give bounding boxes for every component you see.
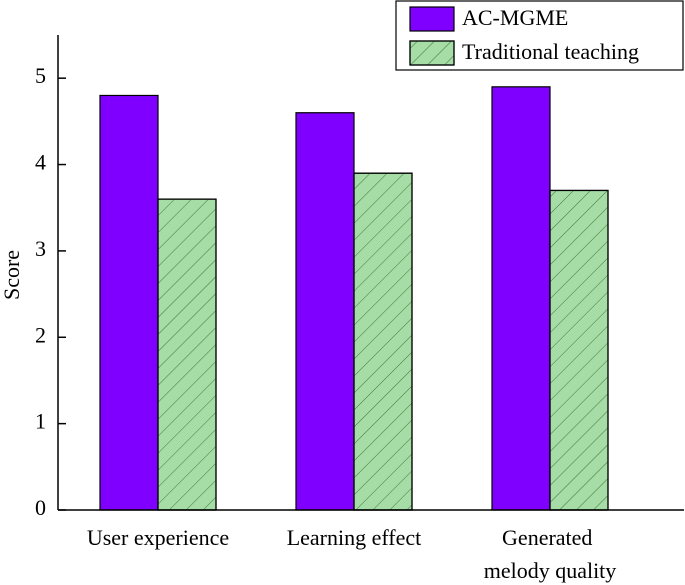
bar (491, 86, 551, 511)
x-tick-label-line: Generated (502, 525, 598, 550)
bar (295, 112, 355, 511)
bar-hatch (549, 189, 609, 511)
y-tick-label: 3 (35, 236, 46, 261)
legend-swatch (409, 6, 455, 32)
x-tick-label: Learning effect (287, 525, 422, 550)
x-tick-label: Generated melody quality (484, 525, 617, 583)
bar-hatch (157, 198, 217, 511)
x-tick-label: User experience (87, 525, 229, 550)
legend-label: Traditional teaching (462, 39, 639, 64)
x-tick-label-line: melody quality (484, 558, 617, 583)
legend-swatch-hatch (409, 40, 455, 66)
y-tick-label: 0 (35, 495, 46, 520)
bar (99, 94, 159, 511)
y-tick-label: 4 (35, 150, 46, 175)
y-axis-label: Score (0, 250, 24, 300)
bar-hatch (353, 172, 413, 511)
y-tick-label: 5 (35, 63, 46, 88)
y-tick-label: 2 (35, 322, 46, 347)
y-tick-label: 1 (35, 409, 46, 434)
legend-label: AC-MGME (462, 5, 568, 30)
